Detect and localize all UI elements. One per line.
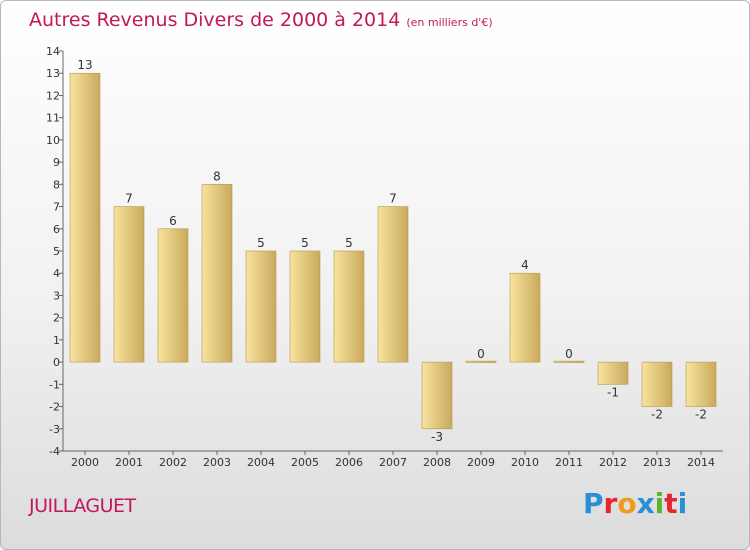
x-tick-label-2006: 2006 bbox=[335, 456, 363, 469]
data-label-2007: 7 bbox=[389, 192, 397, 206]
bar-2006 bbox=[333, 250, 365, 363]
x-tick-label-2004: 2004 bbox=[247, 456, 275, 469]
bars bbox=[69, 72, 717, 430]
logo-letter: i bbox=[677, 487, 688, 520]
y-tick-label: 4 bbox=[53, 267, 60, 280]
y-tick-label: 3 bbox=[53, 289, 60, 302]
logo-letter: P bbox=[583, 487, 604, 520]
proxiti-logo[interactable]: Proxiti bbox=[583, 487, 687, 520]
commune-name: JUILLAGUET bbox=[29, 495, 136, 517]
data-label-2014: -2 bbox=[695, 408, 707, 422]
data-label-2006: 5 bbox=[345, 236, 353, 250]
chart-title-main: Autres Revenus Divers de 2000 à 2014 bbox=[29, 9, 401, 31]
data-label-2010: 4 bbox=[521, 258, 529, 272]
y-tick-label: -2 bbox=[49, 401, 60, 414]
data-label-2008: -3 bbox=[431, 430, 443, 444]
y-tick-label: 9 bbox=[53, 156, 60, 169]
x-tick-label-2001: 2001 bbox=[115, 456, 143, 469]
y-tick-label: 0 bbox=[53, 356, 60, 369]
bar-2011 bbox=[553, 360, 585, 363]
bar-2007 bbox=[377, 206, 409, 363]
y-tick-label: -1 bbox=[49, 378, 60, 391]
bar-2005 bbox=[289, 250, 321, 363]
y-tick-label: 7 bbox=[53, 201, 60, 214]
bar-2001 bbox=[113, 206, 145, 363]
chart-title-unit: (en milliers d'€) bbox=[406, 16, 493, 29]
bar-2013 bbox=[641, 361, 673, 407]
x-tick-label-2014: 2014 bbox=[687, 456, 715, 469]
logo-letter: x bbox=[636, 487, 655, 520]
bar-2002 bbox=[157, 228, 189, 363]
logo-letter: o bbox=[617, 487, 637, 520]
x-tick-label-2012: 2012 bbox=[599, 456, 627, 469]
bar-2008 bbox=[421, 361, 453, 430]
y-tick-label: 12 bbox=[46, 89, 60, 102]
data-label-2011: 0 bbox=[565, 347, 573, 361]
data-label-2004: 5 bbox=[257, 236, 265, 250]
bar-2009 bbox=[465, 360, 497, 363]
x-tick-label-2007: 2007 bbox=[379, 456, 407, 469]
data-label-2002: 6 bbox=[169, 214, 177, 228]
x-tick-label-2002: 2002 bbox=[159, 456, 187, 469]
logo-letter: i bbox=[654, 487, 665, 520]
logo-letter: t bbox=[664, 487, 678, 520]
x-tick-label-2011: 2011 bbox=[555, 456, 583, 469]
data-label-2013: -2 bbox=[651, 408, 663, 422]
y-tick-label: 5 bbox=[53, 245, 60, 258]
x-tick-label-2003: 2003 bbox=[203, 456, 231, 469]
x-tick-label-2010: 2010 bbox=[511, 456, 539, 469]
logo-letter: r bbox=[603, 487, 618, 520]
x-tick-label-2009: 2009 bbox=[467, 456, 495, 469]
y-tick-label: 2 bbox=[53, 312, 60, 325]
y-tick-label: 8 bbox=[53, 178, 60, 191]
y-tick-label: -4 bbox=[49, 445, 60, 458]
data-label-2009: 0 bbox=[477, 347, 485, 361]
data-label-2005: 5 bbox=[301, 236, 309, 250]
y-tick-label: 14 bbox=[46, 45, 60, 58]
data-label-2001: 7 bbox=[125, 192, 133, 206]
x-tick-label-2008: 2008 bbox=[423, 456, 451, 469]
y-tick-label: 6 bbox=[53, 223, 60, 236]
bar-2000 bbox=[69, 72, 101, 363]
y-tick-label: 13 bbox=[46, 67, 60, 80]
data-label-2000: 13 bbox=[77, 58, 92, 72]
bar-2012 bbox=[597, 361, 629, 385]
chart-title: Autres Revenus Divers de 2000 à 2014 (en … bbox=[29, 9, 493, 31]
y-tick-label: 1 bbox=[53, 334, 60, 347]
data-label-2003: 8 bbox=[213, 169, 221, 183]
bar-2003 bbox=[201, 184, 233, 363]
data-label-2012: -1 bbox=[607, 385, 619, 399]
bar-2014 bbox=[685, 361, 717, 407]
y-tick-label: -3 bbox=[49, 423, 60, 436]
x-tick-label-2005: 2005 bbox=[291, 456, 319, 469]
y-tick-label: 11 bbox=[46, 112, 60, 125]
y-tick-label: 10 bbox=[46, 134, 60, 147]
x-tick-label-2013: 2013 bbox=[643, 456, 671, 469]
bar-2004 bbox=[245, 250, 277, 363]
bar-2010 bbox=[509, 272, 541, 363]
x-tick-label-2000: 2000 bbox=[71, 456, 99, 469]
data-labels: 13 7 6 8 5 5 5 7 -3 0 4 0 -1 -2 -2 bbox=[77, 58, 707, 444]
